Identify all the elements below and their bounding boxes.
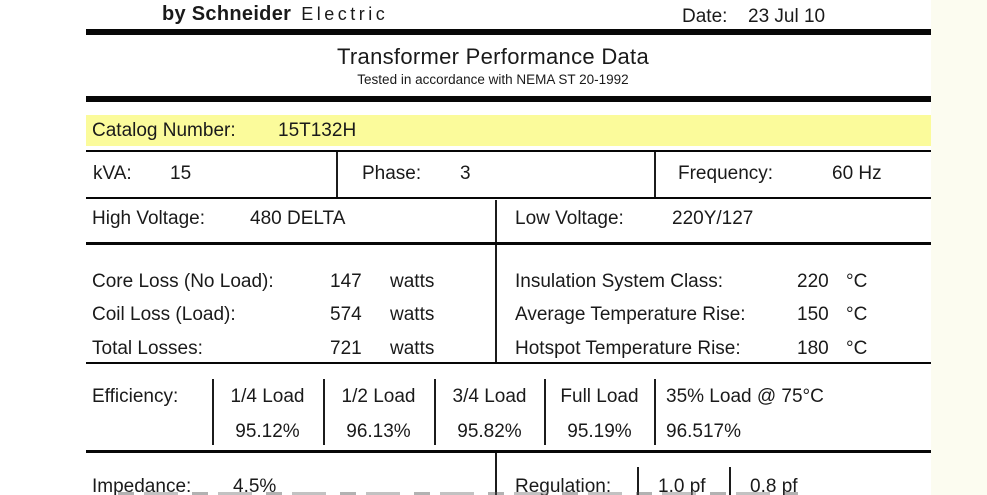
efficiency-divider-4: [544, 379, 546, 445]
efficiency-divider-1: [212, 379, 214, 445]
phase-frequency-divider: [654, 152, 656, 198]
losses-rule: [86, 362, 931, 364]
page-right-margin: [931, 0, 987, 495]
core-loss-label: Core Loss (No Load):: [92, 271, 274, 292]
low-voltage-label: Low Voltage:: [515, 208, 624, 229]
efficiency-rule: [86, 450, 931, 453]
efficiency-full-load-value: 95.19%: [567, 421, 632, 442]
efficiency-divider-2: [323, 379, 325, 445]
efficiency-divider-3: [434, 379, 436, 445]
insulation-class-label: Insulation System Class:: [515, 271, 724, 292]
coil-loss-value: 574: [330, 304, 362, 325]
total-losses-unit: watts: [390, 338, 435, 359]
regulation-divider-2: [729, 467, 731, 495]
efficiency-quarter-load-value: 95.12%: [235, 421, 300, 442]
avg-temp-rise-value: 150: [797, 304, 829, 325]
losses-thermal-divider: [495, 245, 497, 363]
phase-label: Phase:: [362, 163, 422, 184]
catalog-rule: [86, 150, 931, 152]
coil-loss-label: Coil Loss (Load):: [92, 304, 236, 325]
regulation-label: Regulation:: [515, 476, 612, 495]
efficiency-half-load-header: 1/2 Load: [341, 386, 416, 407]
efficiency-35pct-load-value: 96.517%: [666, 421, 742, 442]
avg-temp-rise-unit: °C: [846, 304, 868, 325]
date-label: Date:: [682, 6, 728, 27]
hotspot-temp-rise-unit: °C: [846, 338, 868, 359]
hotspot-temp-rise-value: 180: [797, 338, 829, 359]
core-loss-unit: watts: [390, 271, 435, 292]
ratings-rule: [86, 197, 931, 199]
brand-light-text: Electric: [301, 4, 389, 24]
schneider-electric-logo: by Schneider Electric: [162, 3, 388, 25]
impedance-label: Impedance:: [92, 476, 192, 495]
cutoff-text-fragment: [118, 492, 798, 495]
total-losses-label: Total Losses:: [92, 338, 203, 359]
kva-phase-divider: [336, 152, 338, 198]
header-rule: [86, 29, 931, 35]
date-value: 23 Jul 10: [748, 6, 826, 27]
title-rule: [86, 96, 931, 102]
regulation-pf-1-value: 1.0 pf: [658, 476, 706, 495]
catalog-number-value: 15T132H: [278, 120, 357, 141]
page-subtitle: Tested in accordance with NEMA ST 20-199…: [357, 72, 629, 87]
avg-temp-rise-label: Average Temperature Rise:: [515, 304, 746, 325]
kva-label: kVA:: [93, 163, 132, 184]
brand-bold-text: by Schneider: [162, 3, 292, 25]
efficiency-half-load-value: 96.13%: [346, 421, 411, 442]
frequency-value: 60 Hz: [832, 163, 882, 184]
efficiency-three-quarter-load-header: 3/4 Load: [452, 386, 527, 407]
efficiency-full-load-header: Full Load: [560, 386, 639, 407]
total-losses-value: 721: [330, 338, 362, 359]
hotspot-temp-rise-label: Hotspot Temperature Rise:: [515, 338, 741, 359]
low-voltage-value: 220Y/127: [672, 208, 754, 229]
catalog-number-label: Catalog Number:: [92, 120, 236, 141]
high-voltage-label: High Voltage:: [92, 208, 206, 229]
high-voltage-value: 480 DELTA: [250, 208, 346, 229]
core-loss-value: 147: [330, 271, 362, 292]
impedance-value: 4.5%: [233, 476, 277, 495]
insulation-class-value: 220: [797, 271, 829, 292]
efficiency-35pct-load-header: 35% Load @ 75°C: [666, 386, 824, 407]
efficiency-three-quarter-load-value: 95.82%: [457, 421, 522, 442]
kva-value: 15: [170, 163, 192, 184]
insulation-class-unit: °C: [846, 271, 868, 292]
regulation-divider-1: [637, 467, 639, 495]
page-title: Transformer Performance Data: [336, 44, 650, 69]
coil-loss-unit: watts: [390, 304, 435, 325]
impedance-regulation-divider: [495, 453, 497, 495]
efficiency-label: Efficiency:: [92, 386, 179, 407]
frequency-label: Frequency:: [678, 163, 774, 184]
phase-value: 3: [460, 163, 471, 184]
regulation-pf-2-value: 0.8 pf: [750, 476, 798, 495]
efficiency-quarter-load-header: 1/4 Load: [230, 386, 305, 407]
catalog-highlight-row: [86, 115, 931, 146]
voltage-rule: [86, 242, 931, 245]
voltage-divider: [495, 200, 497, 242]
efficiency-divider-5: [654, 379, 656, 445]
